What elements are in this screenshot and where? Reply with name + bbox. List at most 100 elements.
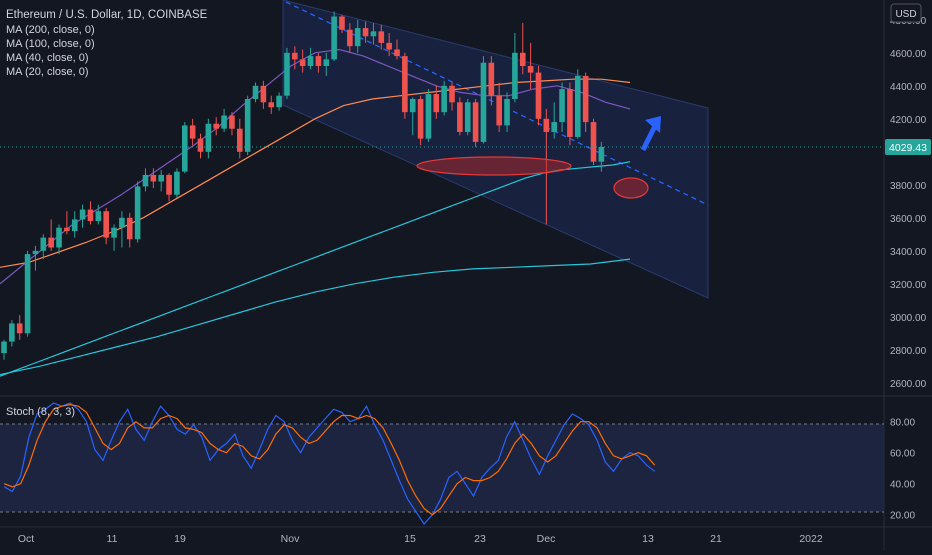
time-tick-label: Nov (281, 533, 300, 545)
stoch-tick-label: 60.00 (890, 449, 915, 460)
candle-body (87, 209, 94, 222)
candle (315, 52, 322, 73)
ma20-line (0, 48, 631, 285)
candle (331, 11, 337, 62)
candle (354, 19, 361, 53)
candle-body (16, 323, 23, 334)
candle-body (315, 56, 322, 66)
descending-channel[interactable] (282, 0, 709, 299)
candle-body (370, 31, 377, 37)
candle-body (488, 62, 495, 96)
last-price-value: 4029.43 (889, 142, 927, 154)
candle (197, 133, 204, 159)
candle (464, 99, 471, 136)
candle (574, 69, 581, 139)
candle (347, 23, 353, 53)
candle-body (472, 102, 479, 142)
candle (48, 219, 54, 251)
candle-body (386, 42, 392, 50)
candle (166, 173, 172, 202)
moving-averages (0, 48, 631, 377)
candle-body (181, 125, 188, 172)
candle-body (134, 186, 141, 240)
time-tick-label: 11 (107, 533, 118, 545)
candle-body (229, 115, 235, 129)
candle-body (119, 217, 125, 228)
candle (512, 33, 518, 103)
candle-body (504, 99, 510, 126)
candle (79, 204, 86, 228)
time-axis[interactable]: Oct 11 19 Nov 15 23 Dec 13 21 2022 (18, 533, 823, 545)
candle (56, 224, 62, 255)
candle-body (582, 75, 589, 123)
candle (394, 39, 400, 60)
candle (598, 141, 605, 172)
arrow-up-icon[interactable] (640, 116, 661, 152)
candle (370, 23, 377, 45)
candle-body (457, 102, 463, 132)
time-tick-label: 23 (474, 533, 486, 545)
candle (480, 56, 487, 144)
candle (582, 72, 589, 132)
currency-label: USD (895, 9, 916, 20)
candle-body (189, 125, 196, 139)
candle (299, 49, 306, 73)
candle (87, 201, 94, 225)
ma20-label: MA (20, close, 0) (6, 66, 89, 78)
time-tick-label: 15 (404, 533, 416, 545)
candle-body (126, 217, 133, 240)
candle (543, 108, 550, 225)
candle-body (111, 227, 117, 238)
candle (417, 95, 424, 146)
candle (425, 89, 432, 142)
last-price-tag: 4029.43 (885, 138, 931, 155)
candle-body (284, 52, 290, 96)
candle-body (48, 237, 54, 248)
stoch-label: Stoch (8, 3, 3) (6, 406, 75, 418)
price-tick-label: 2600.00 (890, 379, 927, 390)
candle-body (79, 209, 86, 220)
candle (16, 315, 23, 340)
candle-body (590, 122, 597, 162)
candle (284, 47, 290, 99)
candle-body (213, 123, 220, 129)
candle-body (244, 99, 251, 152)
candle (64, 211, 70, 235)
candle-body (9, 323, 15, 342)
chart-legend[interactable]: Ethereum / U.S. Dollar, 1D, COINBASE MA … (6, 9, 208, 418)
candle-body (464, 102, 471, 132)
candle-body (425, 94, 432, 139)
candle (307, 47, 314, 70)
time-tick-label: Dec (537, 533, 556, 545)
time-tick-label: 19 (174, 533, 186, 545)
candle (181, 122, 188, 174)
currency-button[interactable]: USD (890, 3, 922, 23)
candle-body (527, 66, 534, 73)
stoch-tick-label: 20.00 (890, 511, 915, 522)
candle (24, 250, 31, 337)
candle-body (276, 95, 282, 108)
candle-body (496, 95, 502, 126)
candle (292, 46, 298, 70)
candle-body (551, 122, 557, 132)
candle-body (394, 49, 400, 57)
candle-body (331, 16, 337, 60)
candle (559, 82, 565, 132)
candle (237, 118, 243, 159)
time-tick-label: Oct (18, 533, 34, 545)
price-tick-label: 3400.00 (890, 247, 927, 258)
wick-ellipse[interactable] (613, 177, 649, 199)
candle-body (150, 174, 157, 182)
price-tick-label: 2800.00 (890, 346, 927, 357)
support-zone-ellipse[interactable] (416, 156, 572, 176)
candle-body (268, 102, 275, 108)
price-axis[interactable]: 2600.00 2800.00 3000.00 3200.00 3400.00 3600.… (890, 16, 927, 390)
candle-body (24, 254, 31, 334)
candle-body (574, 75, 581, 137)
ma100-line (0, 258, 631, 376)
price-tick-label: 4200.00 (890, 115, 927, 126)
stoch-axis[interactable]: 20.00 40.00 60.00 80.00 (890, 418, 915, 522)
candle (276, 92, 282, 111)
